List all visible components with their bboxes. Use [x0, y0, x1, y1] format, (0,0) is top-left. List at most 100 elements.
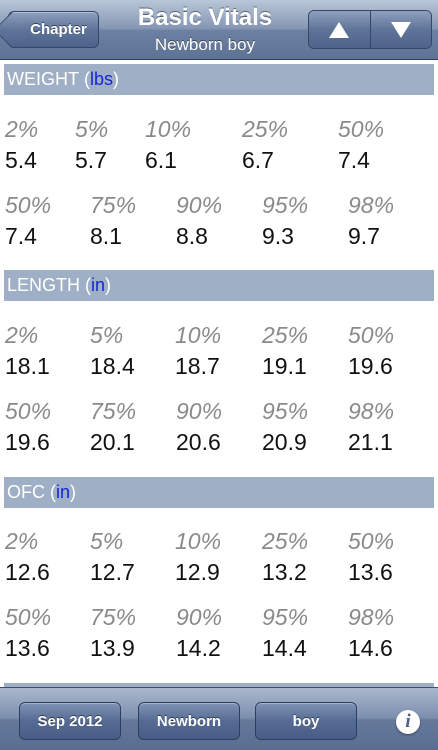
percentile-value: 13.6 [348, 559, 393, 585]
percentile-label: 75% [90, 604, 137, 630]
percentile-cell: 90% 8.8 [176, 192, 222, 249]
percentile-cell: 98% 14.6 [348, 604, 394, 661]
percentile-label: 25% [242, 116, 289, 142]
percentile-cell: 95% 20.9 [262, 398, 308, 455]
percentile-value: 14.4 [262, 635, 307, 661]
percentile-cell: 50% 13.6 [5, 604, 51, 661]
percentile-cell: 10% 12.9 [175, 528, 221, 585]
percentile-cell: 5% 5.7 [75, 116, 108, 173]
page-subtitle: Newborn boy [154, 35, 256, 54]
percentile-cell: 2% 12.6 [5, 528, 50, 585]
bottom-toolbar: Sep 2012 Newborn boy i [0, 687, 438, 750]
percentile-label: 2% [5, 528, 39, 554]
ofc-section-header: OFC (in) [4, 477, 434, 508]
age-button[interactable]: Newborn [138, 702, 240, 740]
length-section-title: LENGTH [7, 275, 81, 295]
percentile-label: 95% [262, 398, 309, 424]
percentile-value: 14.2 [176, 635, 221, 661]
percentile-cell: 50% 13.6 [348, 528, 394, 585]
percentile-label: 50% [338, 116, 385, 142]
ofc-row-low: 2% 12.6 5% 12.7 10% 12.9 25% 13.2 50% 13.6 [0, 528, 438, 588]
percentile-value: 13.6 [5, 635, 50, 661]
percentile-label: 5% [75, 116, 109, 142]
percentile-value: 18.7 [175, 353, 220, 379]
info-icon[interactable]: i [396, 710, 420, 734]
length-section-header: LENGTH (in) [4, 270, 434, 301]
percentile-value: 8.1 [90, 223, 122, 249]
weight-unit-link[interactable]: lbs [90, 69, 114, 89]
percentile-value: 18.4 [90, 353, 135, 379]
next-section-header [4, 683, 434, 687]
percentile-cell: 5% 18.4 [90, 322, 135, 379]
percentile-cell: 50% 7.4 [338, 116, 384, 173]
percentile-value: 13.9 [90, 635, 135, 661]
percentile-cell: 90% 14.2 [176, 604, 222, 661]
percentile-value: 21.1 [348, 429, 393, 455]
length-row-high: 50% 19.6 75% 20.1 90% 20.6 95% 20.9 98% 21.1 [0, 398, 438, 458]
percentile-value: 12.7 [90, 559, 135, 585]
percentile-label: 75% [90, 398, 137, 424]
percentile-label: 25% [262, 528, 309, 554]
percentile-value: 9.3 [262, 223, 294, 249]
percentile-value: 18.1 [5, 353, 50, 379]
percentile-label: 50% [5, 398, 52, 424]
percentile-label: 75% [90, 192, 137, 218]
percentile-cell: 75% 8.1 [90, 192, 136, 249]
chapter-back-label: Chapter [30, 21, 87, 38]
weight-section-header: WEIGHT (lbs) [4, 64, 434, 95]
percentile-cell: 50% 19.6 [5, 398, 51, 455]
percentile-value: 9.7 [348, 223, 380, 249]
triangle-up-icon [329, 21, 350, 38]
previous-button[interactable] [309, 11, 370, 48]
percentile-cell: 10% 6.1 [145, 116, 191, 173]
weight-row-low: 2% 5.4 5% 5.7 10% 6.1 25% 6.7 50% 7.4 [0, 116, 438, 176]
percentile-label: 98% [348, 604, 395, 630]
date-button[interactable]: Sep 2012 [19, 702, 121, 740]
percentile-value: 12.9 [175, 559, 220, 585]
percentile-value: 8.8 [176, 223, 208, 249]
percentile-cell: 10% 18.7 [175, 322, 221, 379]
ofc-unit-link[interactable]: in [56, 482, 71, 502]
percentile-label: 90% [176, 192, 223, 218]
percentile-label: 2% [5, 116, 39, 142]
percentile-value: 7.4 [5, 223, 37, 249]
sex-button[interactable]: boy [255, 702, 357, 740]
percentile-value: 20.1 [90, 429, 135, 455]
percentile-value: 7.4 [338, 147, 370, 173]
percentile-value: 14.6 [348, 635, 393, 661]
percentile-cell: 50% 19.6 [348, 322, 394, 379]
percentile-label: 98% [348, 192, 395, 218]
chapter-back-button[interactable]: Chapter [8, 11, 99, 48]
ofc-section-title: OFC [7, 482, 45, 502]
percentile-cell: 95% 14.4 [262, 604, 308, 661]
percentile-label: 10% [145, 116, 192, 142]
length-row-low: 2% 18.1 5% 18.4 10% 18.7 25% 19.1 50% 19.6 [0, 322, 438, 382]
percentile-value: 5.7 [75, 147, 107, 173]
percentile-value: 6.1 [145, 147, 177, 173]
percentile-label: 98% [348, 398, 395, 424]
percentile-cell: 50% 7.4 [5, 192, 51, 249]
prev-next-segmented-control [308, 10, 432, 49]
weight-section-title: WEIGHT [7, 69, 79, 89]
percentile-value: 13.2 [262, 559, 307, 585]
navigation-bar: Chapter Basic Vitals Newborn boy [0, 0, 438, 60]
percentile-value: 20.9 [262, 429, 307, 455]
percentile-cell: 75% 20.1 [90, 398, 136, 455]
percentile-cell: 25% 6.7 [242, 116, 288, 173]
percentile-label: 10% [175, 528, 222, 554]
percentile-value: 19.6 [5, 429, 50, 455]
percentile-cell: 90% 20.6 [176, 398, 222, 455]
percentile-value: 12.6 [5, 559, 50, 585]
percentile-value: 20.6 [176, 429, 221, 455]
length-unit-link[interactable]: in [91, 275, 106, 295]
percentile-cell: 95% 9.3 [262, 192, 308, 249]
percentile-value: 19.1 [262, 353, 307, 379]
percentile-label: 95% [262, 604, 309, 630]
weight-row-high: 50% 7.4 75% 8.1 90% 8.8 95% 9.3 98% 9.7 [0, 192, 438, 252]
page-title: Basic Vitals [137, 4, 273, 31]
percentile-label: 10% [175, 322, 222, 348]
percentile-label: 5% [90, 322, 124, 348]
percentile-label: 95% [262, 192, 309, 218]
percentile-label: 90% [176, 398, 223, 424]
next-button[interactable] [369, 11, 431, 48]
